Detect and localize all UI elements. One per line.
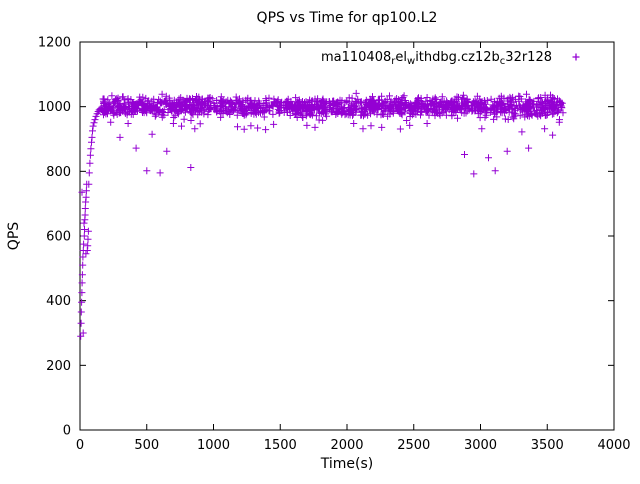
x-tick-label: 3000	[464, 438, 497, 453]
y-tick-label: 600	[46, 230, 71, 245]
legend: ma110408relwithdbg.cz12bc32r128	[321, 50, 580, 67]
y-tick-label: 800	[46, 165, 71, 180]
legend-plus-marker-icon	[572, 53, 580, 61]
y-tick-label: 400	[46, 294, 71, 309]
chart-title: QPS vs Time for qp100.L2	[257, 10, 438, 26]
y-tick-label: 200	[46, 359, 71, 374]
x-tick-label: 2500	[397, 438, 430, 453]
x-axis-label: Time(s)	[320, 456, 373, 472]
x-tick-label: 500	[134, 438, 159, 453]
legend-series-label: ma110408relwithdbg.cz12bc32r128	[321, 50, 552, 67]
x-tick-label: 2000	[330, 438, 363, 453]
y-tick-label: 1200	[38, 36, 71, 51]
x-tick-label: 1000	[197, 438, 230, 453]
x-tick-label: 1500	[264, 438, 297, 453]
scatter-points	[77, 89, 567, 340]
x-tick-label: 3500	[531, 438, 564, 453]
x-tick-label: 4000	[597, 438, 630, 453]
y-tick-label: 1000	[38, 100, 71, 115]
x-tick-label: 0	[76, 438, 84, 453]
x-axis-ticks	[79, 42, 615, 430]
y-axis-label: QPS	[6, 222, 22, 250]
y-tick-label: 0	[63, 424, 71, 439]
x-axis-tick-labels: 0 500 1000 1500 2000 2500 3000 3500 4000	[76, 438, 631, 453]
y-axis-tick-labels: 0 200 400 600 800 1000 1200	[38, 36, 71, 439]
